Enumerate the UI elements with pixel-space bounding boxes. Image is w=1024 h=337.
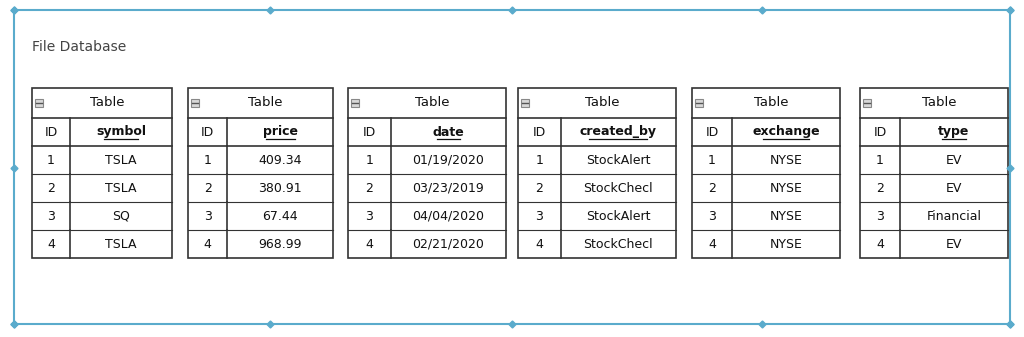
Text: 67.44: 67.44	[262, 210, 298, 222]
Text: type: type	[938, 125, 970, 139]
Bar	[692, 88, 840, 258]
Text: Table: Table	[248, 96, 283, 110]
Text: ID: ID	[873, 125, 887, 139]
Text: 1: 1	[708, 153, 716, 166]
Text: 968.99: 968.99	[258, 238, 302, 250]
Bar	[518, 88, 676, 258]
Text: 1: 1	[366, 153, 374, 166]
Text: 4: 4	[708, 238, 716, 250]
Text: Table: Table	[585, 96, 620, 110]
Text: NYSE: NYSE	[770, 210, 803, 222]
Text: TSLA: TSLA	[105, 238, 136, 250]
Text: 4: 4	[877, 238, 884, 250]
Bar	[521, 99, 529, 107]
Text: Financial: Financial	[927, 210, 981, 222]
Text: ID: ID	[362, 125, 376, 139]
Text: StockChecl: StockChecl	[584, 182, 653, 194]
Bar	[188, 88, 333, 258]
Text: 1: 1	[536, 153, 544, 166]
Bar	[35, 99, 43, 107]
Text: StockAlert: StockAlert	[586, 210, 650, 222]
Text: ID: ID	[44, 125, 57, 139]
Text: 2: 2	[536, 182, 544, 194]
Text: EV: EV	[946, 238, 963, 250]
Text: ID: ID	[201, 125, 214, 139]
Text: 2: 2	[366, 182, 374, 194]
Text: 409.34: 409.34	[258, 153, 302, 166]
Text: 4: 4	[536, 238, 544, 250]
Text: 3: 3	[47, 210, 55, 222]
Text: 1: 1	[47, 153, 55, 166]
Text: TSLA: TSLA	[105, 153, 136, 166]
Text: 2: 2	[204, 182, 212, 194]
Text: Table: Table	[90, 96, 124, 110]
Bar	[351, 99, 359, 107]
Text: TSLA: TSLA	[105, 182, 136, 194]
Text: 2: 2	[47, 182, 55, 194]
Text: 4: 4	[204, 238, 212, 250]
Text: 4: 4	[47, 238, 55, 250]
Text: 3: 3	[877, 210, 884, 222]
Text: NYSE: NYSE	[770, 182, 803, 194]
Text: 3: 3	[536, 210, 544, 222]
Text: NYSE: NYSE	[770, 153, 803, 166]
Text: Table: Table	[922, 96, 956, 110]
Text: price: price	[262, 125, 298, 139]
Text: 3: 3	[708, 210, 716, 222]
Bar	[32, 88, 172, 258]
Text: 02/21/2020: 02/21/2020	[413, 238, 484, 250]
Text: ID: ID	[532, 125, 546, 139]
Text: date: date	[432, 125, 464, 139]
Bar	[695, 99, 703, 107]
Text: Table: Table	[415, 96, 450, 110]
Text: EV: EV	[946, 153, 963, 166]
Text: symbol: symbol	[96, 125, 145, 139]
Text: 380.91: 380.91	[258, 182, 302, 194]
Bar	[191, 99, 199, 107]
Text: 01/19/2020: 01/19/2020	[413, 153, 484, 166]
Text: 04/04/2020: 04/04/2020	[413, 210, 484, 222]
Bar	[348, 88, 506, 258]
Text: 1: 1	[204, 153, 212, 166]
Text: 3: 3	[366, 210, 374, 222]
Text: ID: ID	[706, 125, 719, 139]
Text: created_by: created_by	[580, 125, 656, 139]
Bar	[863, 99, 871, 107]
Text: 03/23/2019: 03/23/2019	[413, 182, 484, 194]
Text: Table: Table	[754, 96, 788, 110]
Text: 1: 1	[877, 153, 884, 166]
Bar	[860, 88, 1008, 258]
Text: 3: 3	[204, 210, 212, 222]
Text: 2: 2	[877, 182, 884, 194]
Text: StockChecl: StockChecl	[584, 238, 653, 250]
Text: 4: 4	[366, 238, 374, 250]
Text: EV: EV	[946, 182, 963, 194]
Text: File Database: File Database	[32, 40, 126, 54]
Text: exchange: exchange	[753, 125, 820, 139]
Text: SQ: SQ	[112, 210, 130, 222]
Text: StockAlert: StockAlert	[586, 153, 650, 166]
Text: NYSE: NYSE	[770, 238, 803, 250]
Text: 2: 2	[708, 182, 716, 194]
